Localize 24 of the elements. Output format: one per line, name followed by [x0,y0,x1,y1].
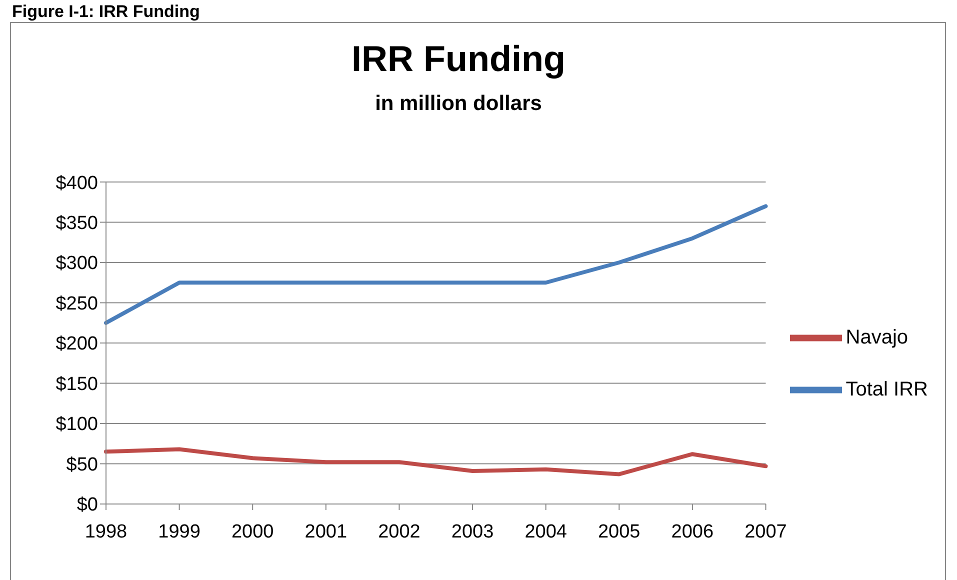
x-tick-label: 2005 [598,521,640,542]
y-tick-label: $350 [56,212,98,234]
y-tick-label: $250 [56,293,98,314]
x-tick-label: 1999 [158,521,200,542]
x-tick-label: 2007 [744,521,787,542]
x-tick-label: 2001 [304,521,348,542]
legend-label: Total IRR [846,378,928,400]
y-tick-label: $0 [76,494,98,516]
x-tick-label: 2004 [524,521,568,542]
x-tick-label: 2000 [231,521,274,542]
chart-title: IRR Funding [350,38,566,80]
y-tick-label: $400 [56,172,98,194]
y-tick-label: $50 [66,454,98,476]
x-tick-label: 2003 [451,521,494,542]
text: Figure I-1: IRR Funding [12,2,200,22]
x-tick-label: 2006 [671,521,714,542]
y-tick-label: $300 [56,253,98,274]
y-tick-label: $150 [56,374,98,395]
y-tick-label: $100 [56,414,98,436]
x-tick-label: 1998 [84,521,128,542]
x-tick-label: 2002 [378,521,420,542]
chart-subtitle: in million dollars [374,92,543,116]
legend-label: Navajo [846,326,908,348]
y-tick-label: $200 [56,334,98,355]
